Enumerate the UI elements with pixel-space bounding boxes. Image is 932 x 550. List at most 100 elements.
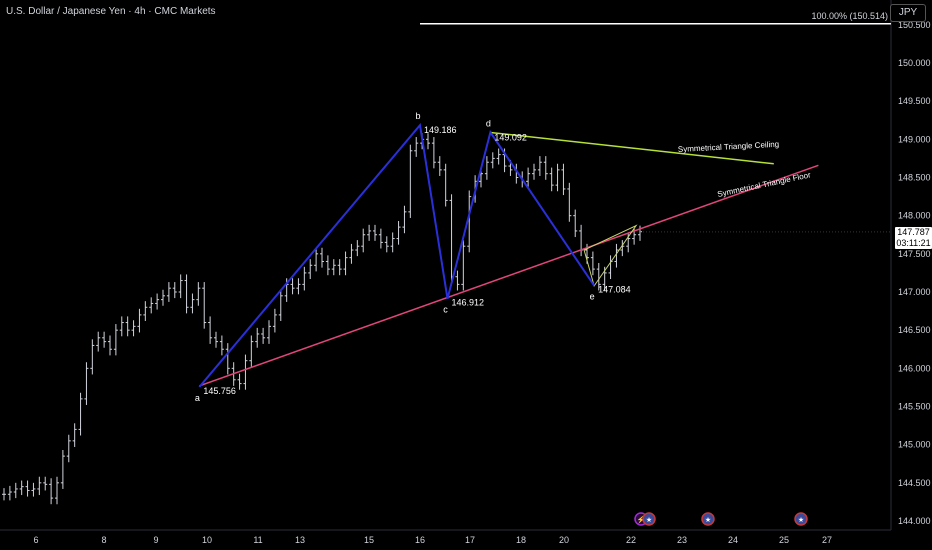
top-line-label: 100.00% (150.514) — [811, 11, 888, 21]
ohlc-bar — [255, 327, 260, 348]
ohlc-bar — [561, 163, 566, 196]
x-tick-label: 8 — [101, 535, 106, 545]
y-tick-label: 149.000 — [898, 134, 931, 144]
ohlc-bar — [131, 320, 136, 337]
ohlc-bar — [184, 274, 189, 314]
wedge-shape — [583, 224, 638, 288]
ohlc-bar — [373, 224, 377, 241]
x-tick-label: 22 — [626, 535, 636, 545]
ohlc-bar — [355, 240, 360, 257]
ohlc-bar — [543, 156, 548, 180]
y-tick-label: 147.000 — [898, 287, 931, 297]
ohlc-bar — [43, 476, 48, 491]
ohlc-bar — [325, 255, 330, 276]
floor-annotation: Symmetrical Triangle Floor — [717, 170, 812, 199]
svg-text:★: ★ — [705, 516, 711, 524]
ohlc-bar — [267, 320, 271, 344]
svg-text:★: ★ — [646, 516, 652, 524]
ohlc-bar — [614, 243, 619, 268]
point-label-e: e — [590, 292, 595, 302]
y-tick-label: 148.500 — [898, 173, 931, 183]
svg-text:⚡: ⚡ — [637, 515, 646, 524]
y-tick-label: 146.500 — [898, 325, 931, 335]
ohlc-bar — [119, 316, 124, 337]
ohlc-bar — [484, 156, 489, 180]
ohlc-bar — [555, 163, 560, 192]
ohlc-bar — [196, 282, 201, 306]
ohlc-bar — [526, 167, 531, 188]
point-label-c: c — [443, 305, 448, 315]
ohlc-bar — [408, 144, 413, 218]
us-flag-icon: ★ — [642, 512, 656, 526]
ohlc-bar — [308, 259, 313, 280]
y-tick-label: 148.000 — [898, 211, 931, 221]
ohlc-bar — [172, 282, 177, 299]
ohlc-bar — [178, 274, 183, 299]
ohlc-bar — [626, 232, 631, 253]
x-tick-label: 10 — [202, 535, 212, 545]
ohlc-bar — [320, 247, 324, 268]
ohlc-bar — [402, 205, 407, 234]
ohlc-bar — [113, 324, 118, 356]
ohlc-bar — [343, 251, 348, 276]
ohlc-bar — [190, 293, 195, 314]
ohlc-bar — [426, 133, 430, 150]
ohlc-bar — [166, 282, 171, 302]
ohlc-bar — [549, 167, 554, 192]
svg-text:★: ★ — [798, 516, 804, 524]
x-tick-label: 15 — [364, 535, 374, 545]
x-tick-label: 27 — [822, 535, 832, 545]
x-tick-label: 17 — [465, 535, 475, 545]
last-price-value: 147.787 — [897, 227, 930, 237]
point-label-a: a — [195, 393, 200, 403]
ohlc-bar — [378, 228, 383, 249]
x-tick-label: 9 — [153, 535, 158, 545]
ohlc-bar — [243, 354, 248, 390]
y-tick-label: 146.000 — [898, 363, 931, 373]
point-price-d: 149.092 — [494, 132, 527, 142]
ohlc-bar — [208, 316, 213, 344]
us-flag-icon: ★ — [701, 512, 715, 526]
ohlc-bar — [66, 434, 71, 463]
currency-button[interactable]: JPY — [890, 4, 926, 22]
ohlc-bar — [37, 476, 42, 496]
ohlc-bar — [443, 163, 448, 207]
pattern-zigzag — [198, 122, 595, 388]
ohlc-bar — [296, 278, 301, 295]
ohlc-bar — [155, 293, 160, 310]
ohlc-bar — [461, 240, 466, 291]
y-tick-label: 145.500 — [898, 402, 931, 412]
point-label-d: d — [486, 118, 491, 128]
x-tick-label: 11 — [253, 535, 262, 545]
point-price-e: 147.084 — [598, 285, 631, 295]
ohlc-bar — [608, 255, 613, 280]
ohlc-bar — [278, 289, 283, 322]
point-price-b: 149.186 — [424, 125, 457, 135]
ceiling-annotation: Symmetrical Triangle Ceiling — [678, 140, 780, 154]
ohlc-bar — [7, 485, 12, 501]
y-tick-label: 149.500 — [898, 96, 931, 106]
ohlc-bar — [143, 301, 148, 322]
ohlc-bar — [620, 240, 625, 257]
ohlc-bar — [55, 476, 59, 505]
ohlc-bar — [137, 308, 142, 333]
ohlc-bar — [567, 182, 572, 222]
point-price-c: 146.912 — [452, 298, 485, 308]
ohlc-bar — [396, 221, 401, 245]
ohlc-bar — [19, 480, 24, 496]
us-flag-icon: ★ — [794, 512, 808, 526]
triangle-ceiling-line — [490, 131, 774, 165]
ohlc-bar — [390, 232, 395, 253]
ohlc-bar — [13, 482, 18, 499]
ohlc-bar — [596, 262, 601, 291]
y-tick-label: 147.500 — [898, 249, 931, 259]
ohlc-bar — [202, 282, 207, 329]
ohlc-bar — [161, 289, 165, 306]
y-tick-label: 145.000 — [898, 440, 931, 450]
ohlc-bar — [314, 247, 319, 272]
ohlc-bar — [25, 480, 30, 497]
triangle-floor-line — [199, 164, 819, 387]
last-price-badge: 147.787 03:11:21 — [895, 227, 932, 249]
point-label-b: b — [415, 111, 420, 121]
ohlc-bar — [384, 236, 389, 253]
